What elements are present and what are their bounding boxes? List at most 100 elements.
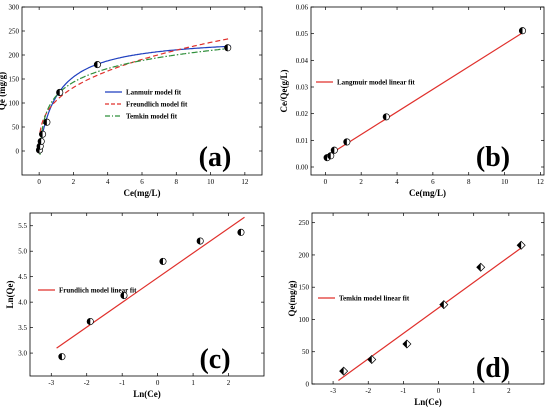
- data-point: [86, 317, 94, 326]
- x-tick-label: 0: [156, 379, 160, 387]
- y-tick-label: 5.0: [18, 248, 27, 256]
- point-fill: [56, 89, 60, 96]
- point-fill: [43, 119, 47, 126]
- x-tick-label: 2: [227, 379, 231, 387]
- point-fill: [120, 292, 124, 299]
- data-point: [39, 130, 47, 138]
- y-tick-label: 100: [299, 316, 310, 324]
- y-tick-label: 0.05: [296, 30, 309, 38]
- point-fill: [367, 355, 372, 364]
- y-tick-label: 50: [12, 124, 20, 132]
- series-line: [39, 37, 232, 133]
- data-point: [327, 152, 335, 160]
- legend-entry: Temkin model linear fit: [339, 295, 410, 303]
- y-axis-label: Ln(Qe): [5, 280, 15, 308]
- legend: Lanmuir model fit Freundlich model fit Tem…: [105, 89, 188, 121]
- data-point: [518, 27, 527, 35]
- x-axis-label: Ln(Ce): [133, 389, 161, 399]
- x-tick-label: -2: [365, 387, 371, 395]
- legend-entry: Langmuir model linear fit: [337, 79, 415, 87]
- plot-frame: [310, 6, 545, 176]
- y-tick-label: 4.0: [18, 299, 27, 307]
- data-point: [439, 300, 449, 310]
- y-tick-label: 100: [9, 100, 20, 108]
- x-tick-label: -3: [48, 379, 54, 387]
- data-point: [330, 146, 338, 154]
- data-point: [56, 88, 64, 96]
- panel-label: (c): [199, 344, 230, 375]
- data-point: [159, 257, 167, 265]
- x-tick-label: 1: [472, 387, 476, 395]
- x-tick-label: 10: [501, 178, 509, 186]
- y-tick-label: 50: [302, 348, 310, 356]
- panel-label: (a): [199, 142, 232, 173]
- panel-d: -3 -2 -1 0 1 2 0 50 100 150 200 250 Ln(Ce) Qe(mg/g) Te…: [287, 212, 545, 407]
- x-axis-label: Ce(mg/L): [124, 188, 161, 198]
- point-fill: [476, 263, 481, 272]
- data-point: [196, 237, 204, 245]
- data-point: [367, 354, 377, 364]
- data-point: [43, 118, 51, 126]
- point-fill: [87, 318, 91, 325]
- point-fill: [37, 138, 42, 145]
- point-fill: [323, 154, 328, 161]
- y-axis-label: Qe(mg/g): [287, 281, 297, 317]
- point-fill: [196, 237, 201, 245]
- data-point: [58, 353, 66, 361]
- point-fill: [331, 147, 335, 154]
- y-tick-label: 200: [9, 52, 20, 60]
- x-tick-label: 6: [140, 178, 144, 186]
- plot-area: [323, 27, 527, 162]
- y-axis-label: Qe (mg/g): [0, 72, 7, 110]
- point-fill: [237, 229, 241, 236]
- point-fill: [519, 27, 523, 34]
- panel-label: (b): [476, 142, 510, 173]
- panel-label: (d): [476, 353, 510, 384]
- y-tick-label: 0.06: [296, 4, 309, 12]
- x-tick-label: 12: [241, 178, 249, 186]
- x-tick-label: 0: [324, 178, 328, 186]
- x-tick-label: 1: [191, 379, 195, 387]
- data-point: [339, 366, 349, 376]
- x-tick-label: 4: [395, 178, 399, 186]
- plot-frame: [311, 212, 545, 385]
- point-fill: [58, 353, 62, 360]
- y-tick-label: 0: [306, 381, 310, 389]
- point-fill: [517, 241, 522, 250]
- x-tick-label: 2: [359, 178, 363, 186]
- plot-area: [338, 240, 526, 381]
- point-fill: [94, 61, 98, 68]
- data-point: [224, 44, 232, 52]
- legend-entry: Freundlich model fit: [126, 101, 188, 109]
- y-tick-label: 250: [299, 219, 310, 227]
- y-tick-label: 150: [9, 76, 20, 84]
- legend-entry: Temkin model fit: [126, 113, 178, 121]
- y-tick-label: 250: [9, 28, 20, 36]
- y-tick-label: 3.5: [18, 324, 27, 332]
- y-tick-label: 0.01: [296, 137, 309, 145]
- plot-area: [35, 37, 232, 155]
- x-tick-label: -3: [330, 387, 336, 395]
- legend: Langmuir model linear fit: [316, 79, 415, 87]
- point-fill: [343, 138, 347, 146]
- x-tick-label: 2: [72, 178, 76, 186]
- point-fill: [383, 113, 387, 121]
- y-tick-label: 200: [299, 251, 310, 259]
- panel-a: 0 2 4 6 8 10 12 0 50 100 150 200 250 300 Ce(mg/L) Qe (m…: [0, 4, 263, 198]
- point-fill: [159, 258, 163, 265]
- legend-entry: Lanmuir model fit: [126, 89, 182, 97]
- y-tick-label: 3.0: [18, 350, 27, 358]
- x-tick-label: 12: [537, 178, 545, 186]
- series-line: [56, 216, 245, 349]
- y-tick-label: 4.5: [18, 273, 27, 281]
- y-axis-label: Ce/Qe(g/L): [279, 70, 289, 113]
- y-tick-label: 300: [9, 4, 20, 12]
- point-fill: [36, 143, 41, 150]
- data-point: [37, 137, 45, 145]
- x-axis-label: Ln(Ce): [414, 397, 442, 407]
- point-fill: [39, 131, 43, 138]
- y-tick-label: 0.00: [296, 164, 309, 172]
- data-point: [382, 113, 390, 121]
- y-tick-label: 5.5: [18, 222, 27, 230]
